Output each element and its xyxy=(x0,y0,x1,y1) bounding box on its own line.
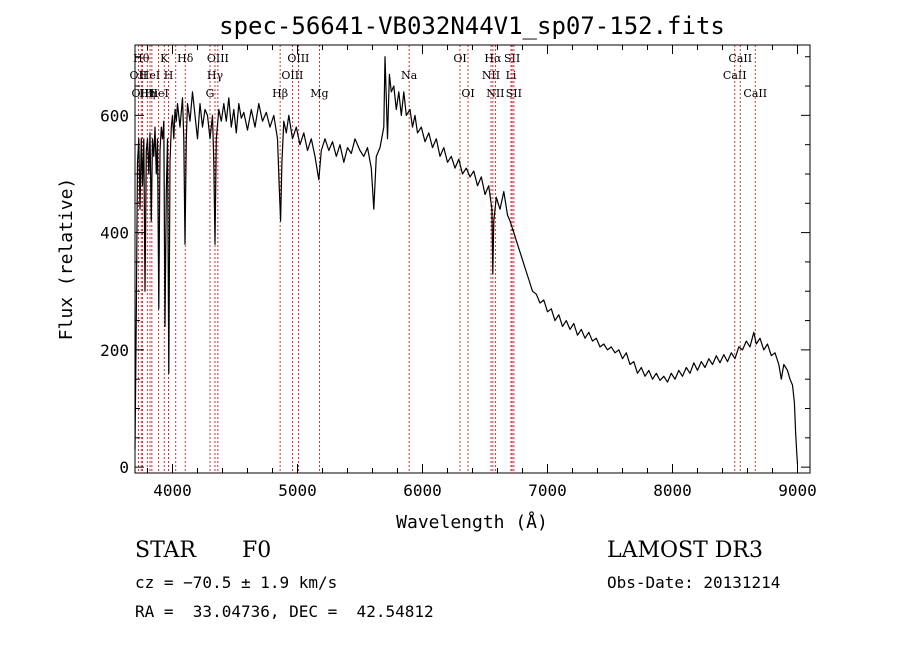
line-marker-label: OIII xyxy=(287,52,309,65)
line-marker-label: Mg xyxy=(310,87,328,100)
redshift-text: cz = −70.5 ± 1.9 km/s xyxy=(135,573,338,592)
line-marker-label: OI xyxy=(461,87,474,100)
x-tick-label: 7000 xyxy=(528,481,567,500)
line-marker-label: SII xyxy=(504,52,520,65)
line-marker-label: Na xyxy=(401,69,418,82)
line-marker-label: OI xyxy=(453,52,466,65)
y-tick-label: 400 xyxy=(100,224,129,243)
object-subclass: F0 xyxy=(242,538,272,563)
line-marker-label: Hγ xyxy=(207,69,224,82)
line-marker-label: OIII xyxy=(207,52,229,65)
line-marker-label: H xyxy=(164,69,174,82)
object-class: STAR xyxy=(135,538,196,563)
line-marker-label: Hδ xyxy=(177,52,194,65)
line-marker-label: HeI xyxy=(148,87,168,100)
x-tick-label: 6000 xyxy=(403,481,442,500)
line-marker-label: SII xyxy=(506,87,522,100)
line-marker-label: NII xyxy=(482,69,500,82)
line-marker-label: CaII xyxy=(723,69,747,82)
line-marker-label: Li xyxy=(506,69,517,82)
line-marker-label: Hθ xyxy=(133,52,150,65)
series-line-flux xyxy=(134,56,799,465)
x-tick-label: 5000 xyxy=(278,481,317,500)
y-tick-label: 0 xyxy=(119,458,129,477)
line-marker-label: OIII xyxy=(281,69,303,82)
coordinates-text: RA = 33.04736, DEC = 42.54812 xyxy=(135,602,434,621)
line-marker-label: NII xyxy=(486,87,504,100)
line-marker-label: CaII xyxy=(728,52,752,65)
x-tick-label: 4000 xyxy=(153,481,192,500)
x-tick-label: 9000 xyxy=(778,481,817,500)
line-marker-label: HeI xyxy=(140,69,160,82)
y-tick-label: 200 xyxy=(100,341,129,360)
spectrum-chart: spec-56641-VB032N44V1_sp07-152.fits OIIH… xyxy=(56,12,817,533)
y-tick-label: 600 xyxy=(100,106,129,125)
obs-date-text: Obs-Date: 20131214 xyxy=(607,573,781,592)
survey-label: LAMOST DR3 xyxy=(607,538,763,563)
line-marker-label: Hβ xyxy=(272,87,288,100)
spectrum-series xyxy=(134,56,799,465)
y-axis-label: Flux (relative) xyxy=(56,178,77,341)
line-marker-label: OIII xyxy=(131,87,153,100)
x-axis-label: Wavelength (Å) xyxy=(396,511,548,533)
line-marker-label: K xyxy=(160,52,169,65)
plot-frame xyxy=(134,44,811,474)
line-marker-label: G xyxy=(206,87,215,100)
chart-title: spec-56641-VB032N44V1_sp07-152.fits xyxy=(219,12,725,40)
line-marker-label: Hα xyxy=(484,52,502,65)
axes: 4000 5000 6000 7000 8000 9000 0 200 400 600 xyxy=(100,45,817,500)
x-tick-label: 8000 xyxy=(653,481,692,500)
line-marker-label: CaII xyxy=(743,87,767,100)
line-marker-label: Hη xyxy=(139,87,155,100)
line-marker-label: Hι xyxy=(145,87,159,100)
